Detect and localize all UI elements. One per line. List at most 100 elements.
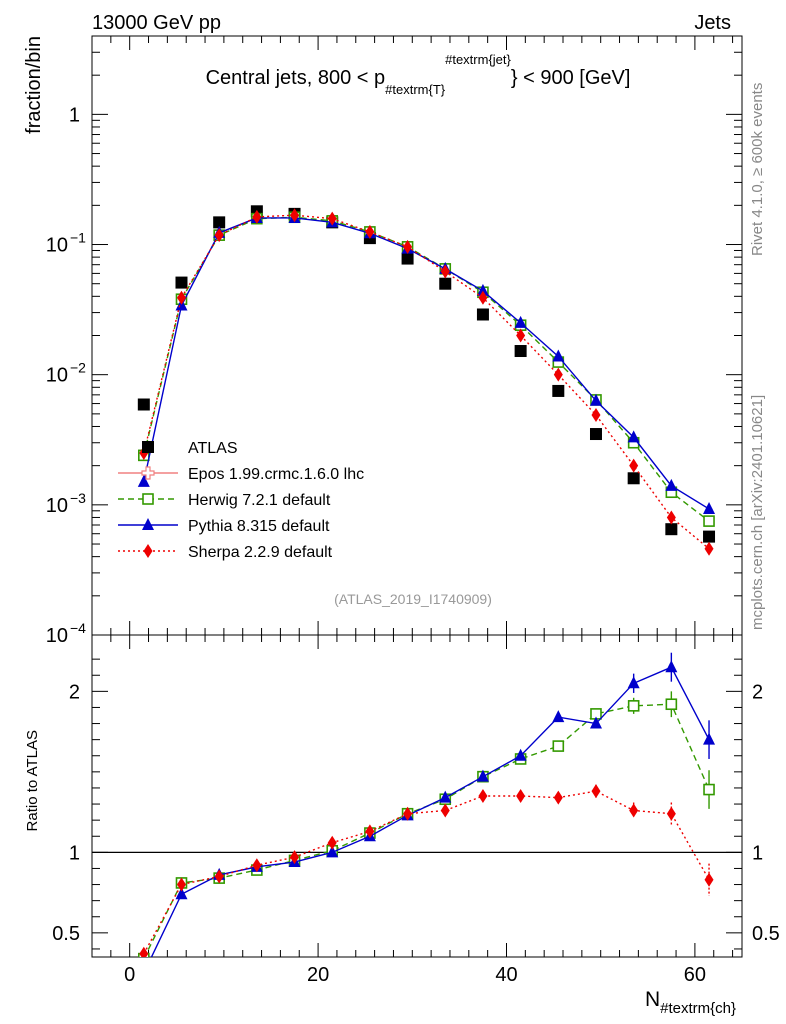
pythia-point [514,315,527,328]
atlas-point [175,276,188,289]
main-series-group [137,205,716,556]
herwig-ratio-point [703,783,715,796]
pythia-point [552,349,565,362]
legend-marker-herwig [142,493,154,505]
legend: ATLAS Epos 1.99.crmc.1.6.0 lhc Herwig 7.2.… [118,440,364,561]
pythia-ratio-point [552,710,565,723]
collision-label: 13000 GeV pp [92,12,221,34]
pythia-ratio-line [150,666,710,957]
sherpa-point [176,290,186,305]
jets-label: Jets [694,12,731,34]
x-tick-label: 20 [307,964,329,986]
atlas-point [401,252,414,265]
ratio-y-tick-label-right: 0.5 [752,923,780,945]
y-tick-exponent: −2 [70,360,86,376]
sherpa-ratio-point [516,789,526,803]
title-pre: Central jets, 800 < p [206,67,386,89]
sherpa-point [403,239,413,254]
rivet-label: Rivet 4.1.0, ≥ 600k events [749,83,766,256]
pythia-ratio-point [138,966,150,978]
legend-label-herwig: Herwig 7.2.1 default [188,492,331,509]
y-tick-label: 10 [46,625,68,647]
sherpa-point [440,264,450,279]
pythia-point [703,501,716,514]
y-tick-label: 1 [69,104,80,126]
sherpa-point [516,328,526,343]
pythia-ratio-point [703,732,716,745]
sherpa-point [478,290,488,305]
pythia-ratio-point [476,769,489,782]
herwig-ratio-point [665,698,678,711]
sherpa-ratio-point [214,869,224,884]
atlas-point [665,523,678,536]
ratio-y-tick-label: 0.5 [52,923,80,945]
y-tick-exponent: −3 [70,490,86,506]
herwig-ratio-line [143,703,710,957]
sherpa-point [591,408,601,423]
sherpa-ratio-point [629,803,639,818]
sherpa-line [143,214,710,550]
sherpa-point [553,367,563,382]
pythia-ratio-point [665,660,678,673]
sherpa-ratio-point [553,790,563,805]
sherpa-point [290,208,300,223]
atlas-point [589,428,602,441]
y-tick-label: 10 [46,365,68,387]
sherpa-ratio-point [403,806,413,821]
sherpa-point [666,510,676,525]
pythia-ratio-point [627,676,640,689]
legend-marker-sherpa [143,544,153,558]
herwig-point [703,515,715,527]
ratio-panel: 0 20 40 60 0.5 0.5 1 1 2 2 [52,634,780,986]
x-tick-label: 0 [124,964,135,986]
sherpa-ratio-point [365,824,375,839]
sherpa-ratio-point [704,872,714,887]
ratio-y-tick-label: 2 [69,681,80,703]
pythia-ratio-point [589,716,602,729]
pythia-point [589,393,602,406]
atlas-point [627,472,640,485]
pythia-point [627,430,640,443]
atlas-point [137,398,150,411]
ratio-frame [91,634,743,958]
sherpa-ratio-point [290,850,300,865]
sherpa-point [365,224,375,239]
sherpa-ratio-point [440,803,450,818]
x-tick-label: 40 [495,964,517,986]
ratio-y-tick-label: 1 [69,842,80,864]
sherpa-ratio-point [591,784,601,799]
x-tick-label: 60 [684,964,706,986]
main-title: Central jets, 800 < p#textrm{T} #textrm{j… [206,52,631,97]
atlas-point [213,216,226,229]
ratio-series-group [138,652,716,978]
herwig-ratio-point [552,740,565,752]
herwig-ratio-point [627,700,640,712]
title-sub: #textrm{T} [385,82,446,97]
y-tick-label: 10 [46,235,68,257]
sherpa-ratio-point [327,835,337,850]
herwig-line [143,216,710,522]
ratio-y-tick-label-right: 1 [752,842,763,864]
pythia-ratio-point [175,887,188,900]
sherpa-ratio-point [666,806,676,821]
pythia-ratio-point [514,748,527,761]
pythia-line [143,217,710,510]
pythia-point [137,474,150,487]
xlabel-main: N [645,988,660,1011]
legend-marker-epos [141,466,155,480]
sherpa-point [629,458,639,473]
y-tick-exponent: −4 [70,620,86,636]
sherpa-ratio-line [143,790,710,955]
sherpa-point [327,211,337,226]
main-panel: 10 −410 −310 −210 −11 [46,35,743,647]
atlas-point [552,384,565,397]
atlas-point [514,345,527,358]
mcplots-label: mcplots.cern.ch [arXiv:2401.10621] [749,395,766,630]
y-tick-exponent: −1 [70,230,86,246]
legend-label-pythia: Pythia 8.315 default [188,518,330,535]
sherpa-ratio-point [252,858,262,873]
x-axis-label: N#textrm{ch} [645,988,736,1017]
sherpa-point [214,228,224,243]
legend-label-sherpa: Sherpa 2.2.9 default [188,544,333,561]
